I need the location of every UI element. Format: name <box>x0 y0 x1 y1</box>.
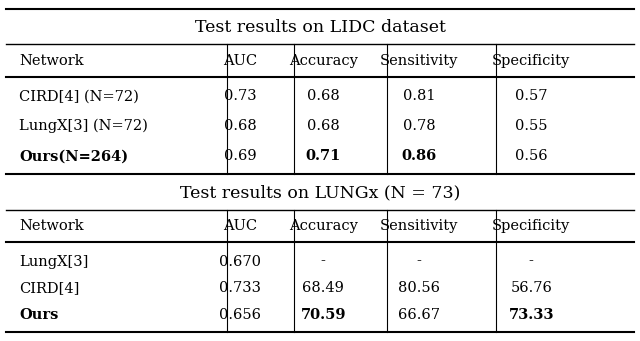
Text: 66.67: 66.67 <box>398 308 440 322</box>
Text: LungX[3]: LungX[3] <box>19 254 88 269</box>
Text: 0.57: 0.57 <box>515 89 547 103</box>
Text: AUC: AUC <box>223 54 257 68</box>
Text: -: - <box>321 254 326 269</box>
Text: 0.670: 0.670 <box>219 254 261 269</box>
Text: 0.68: 0.68 <box>307 89 340 103</box>
Text: Test results on LUNGx (N = 73): Test results on LUNGx (N = 73) <box>180 184 460 201</box>
Text: 0.86: 0.86 <box>401 149 437 163</box>
Text: 0.68: 0.68 <box>307 119 340 133</box>
Text: Specificity: Specificity <box>492 54 570 68</box>
Text: 0.71: 0.71 <box>305 149 341 163</box>
Text: CIRD[4]: CIRD[4] <box>19 281 79 295</box>
Text: 56.76: 56.76 <box>510 281 552 295</box>
Text: Test results on LIDC dataset: Test results on LIDC dataset <box>195 19 445 36</box>
Text: 0.656: 0.656 <box>219 308 261 322</box>
Text: 0.56: 0.56 <box>515 149 547 163</box>
Text: 0.68: 0.68 <box>223 119 257 133</box>
Text: Network: Network <box>19 54 84 68</box>
Text: Sensitivity: Sensitivity <box>380 54 458 68</box>
Text: Accuracy: Accuracy <box>289 54 358 68</box>
Text: Ours(N=264): Ours(N=264) <box>19 149 129 163</box>
Text: CIRD[4] (N=72): CIRD[4] (N=72) <box>19 89 139 103</box>
Text: Network: Network <box>19 219 84 233</box>
Text: 0.733: 0.733 <box>219 281 261 295</box>
Text: 0.55: 0.55 <box>515 119 547 133</box>
Text: -: - <box>417 254 422 269</box>
Text: 0.78: 0.78 <box>403 119 435 133</box>
Text: Sensitivity: Sensitivity <box>380 219 458 233</box>
Text: -: - <box>529 254 534 269</box>
Text: 68.49: 68.49 <box>302 281 344 295</box>
Text: Specificity: Specificity <box>492 219 570 233</box>
Text: 0.69: 0.69 <box>224 149 256 163</box>
Text: 70.59: 70.59 <box>300 308 346 322</box>
Text: 0.81: 0.81 <box>403 89 435 103</box>
Text: 80.56: 80.56 <box>398 281 440 295</box>
Text: Ours: Ours <box>19 308 59 322</box>
Text: 0.73: 0.73 <box>224 89 256 103</box>
Text: 73.33: 73.33 <box>508 308 554 322</box>
Text: AUC: AUC <box>223 219 257 233</box>
Text: LungX[3] (N=72): LungX[3] (N=72) <box>19 119 148 133</box>
Text: Accuracy: Accuracy <box>289 219 358 233</box>
